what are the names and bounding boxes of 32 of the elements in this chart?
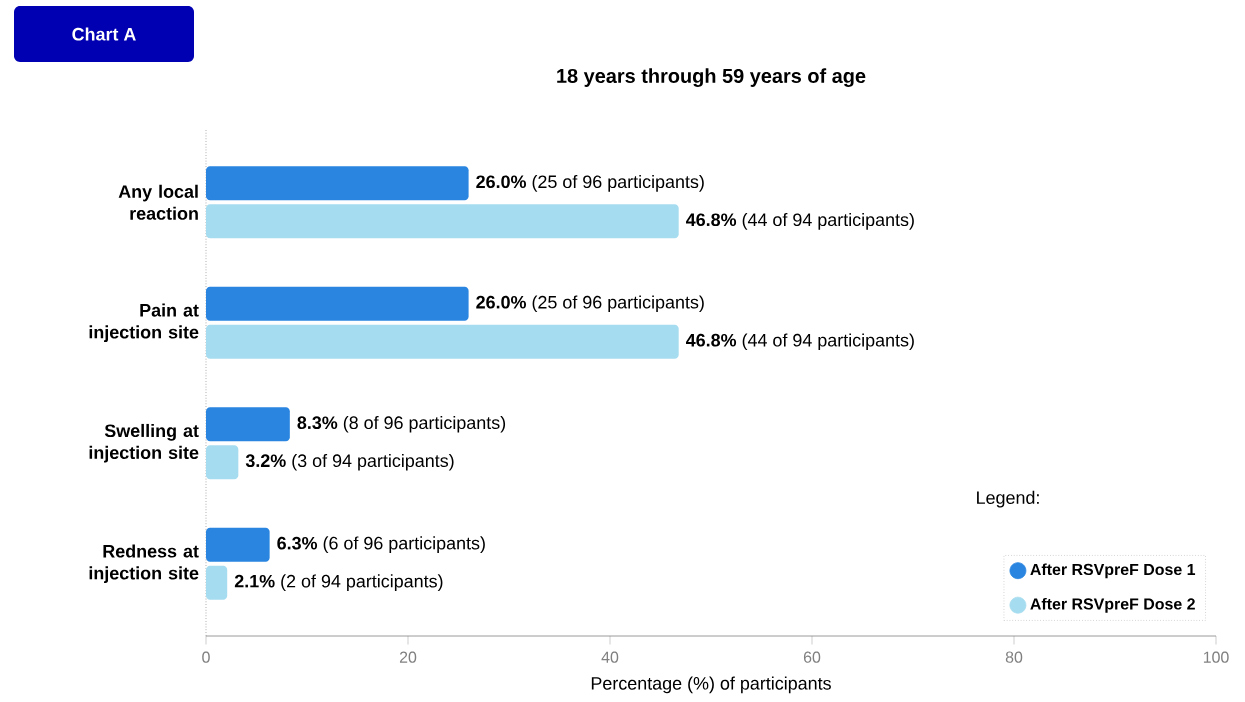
bar (206, 324, 679, 359)
x-tick-label: 100 (1203, 651, 1229, 663)
text: Chart A (72, 27, 136, 41)
bar (206, 407, 290, 442)
legend-label: After RSVpreF Dose 2 (1030, 597, 1195, 613)
x-axis-title: Percentage (%) of participants (591, 676, 831, 694)
bar (206, 565, 228, 600)
data-label: 6.3% (6 of 96 participants) (277, 536, 485, 554)
bar (206, 204, 679, 239)
data-label: 8.3% (8 of 96 participants) (297, 415, 506, 433)
x-tick-label: 80 (1005, 651, 1023, 663)
chart-title: 18 years through 59 years of age (557, 68, 866, 88)
data-label: 3.2% (3 of 94 participants) (245, 453, 454, 471)
data-label: 26.0% (25 of 96 participants) (476, 295, 704, 313)
legend-label: After RSVpreF Dose 1 (1030, 563, 1196, 579)
data-label: 46.8% (44 of 94 participants) (686, 212, 914, 230)
data-label: 26.0% (25 of 96 participants) (476, 174, 704, 192)
y-tick-label: Any local reaction (118, 184, 198, 220)
x-tick-label: 20 (399, 651, 417, 663)
legend-title: Legend: (977, 490, 1039, 508)
y-tick-label: Swelling at injection site (89, 423, 199, 463)
x-tick-label: 0 (202, 651, 210, 663)
bar (206, 527, 270, 562)
data-label: 46.8% (44 of 94 participants) (686, 333, 914, 351)
bar (206, 445, 239, 480)
x-tick-label: 40 (601, 651, 619, 663)
data-label: 2.1% (2 of 94 participants) (234, 574, 443, 592)
x-tick-label: 60 (803, 651, 821, 663)
bar (206, 166, 469, 201)
bar (206, 286, 469, 321)
y-tick-label: Redness at injection site (89, 544, 199, 584)
y-tick-label: Pain at injection site (89, 303, 199, 343)
